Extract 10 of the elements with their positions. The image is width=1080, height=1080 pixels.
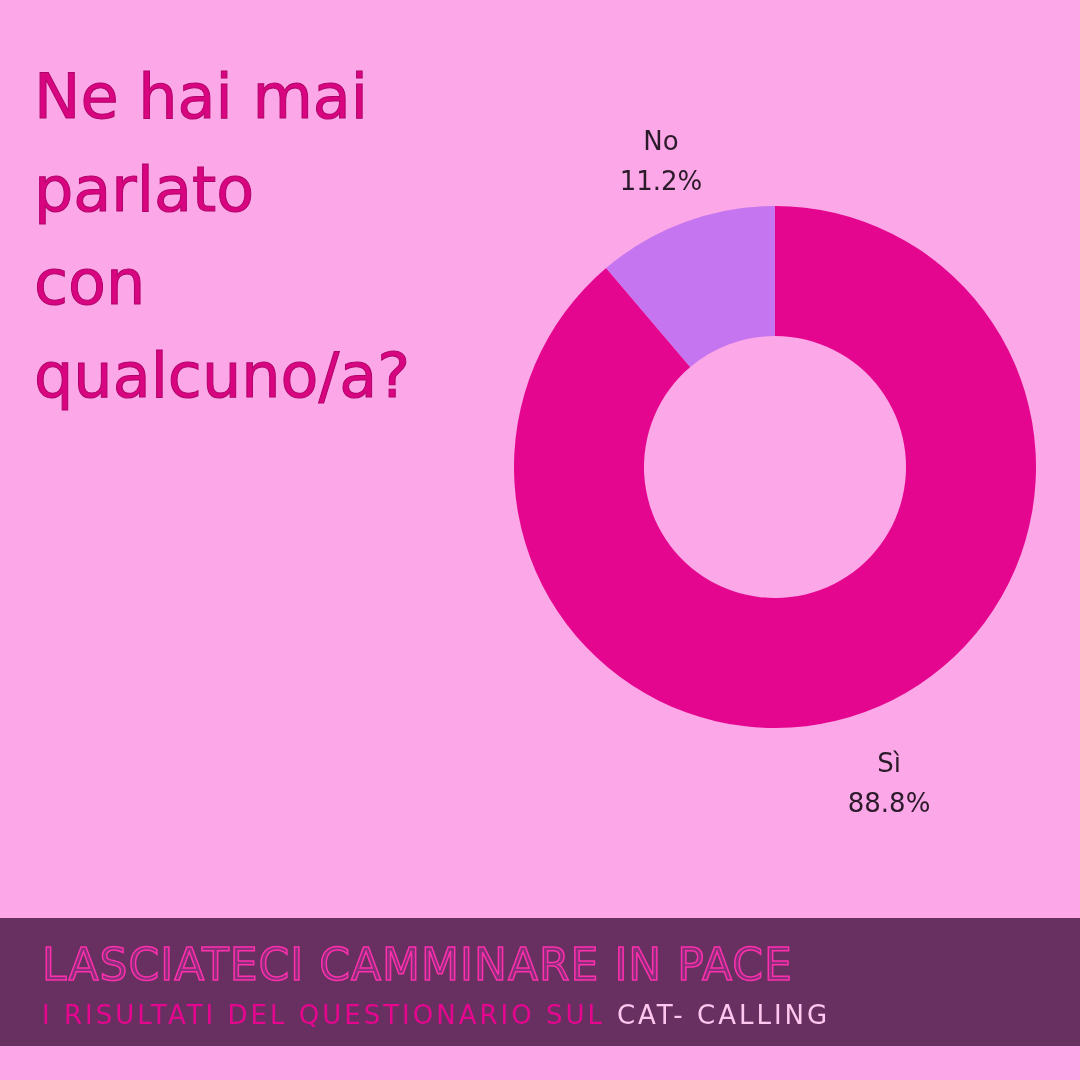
text: LASCIATECI CAMMINARE IN PACE xyxy=(42,939,793,990)
data-label: 88.8% xyxy=(847,787,931,818)
text: I RISULTATI DEL QUESTIONARIO SUL xyxy=(42,1000,605,1030)
text: Ne hai mai parlato con qualcuno/a? xyxy=(34,60,411,412)
data-label: 11.2% xyxy=(619,166,703,197)
donut-slice xyxy=(606,206,775,368)
donut-slice xyxy=(514,206,1036,728)
text: CAT- CALLING xyxy=(616,1000,831,1030)
slice-label: No xyxy=(643,126,679,157)
slice-label: Sì xyxy=(877,747,901,778)
